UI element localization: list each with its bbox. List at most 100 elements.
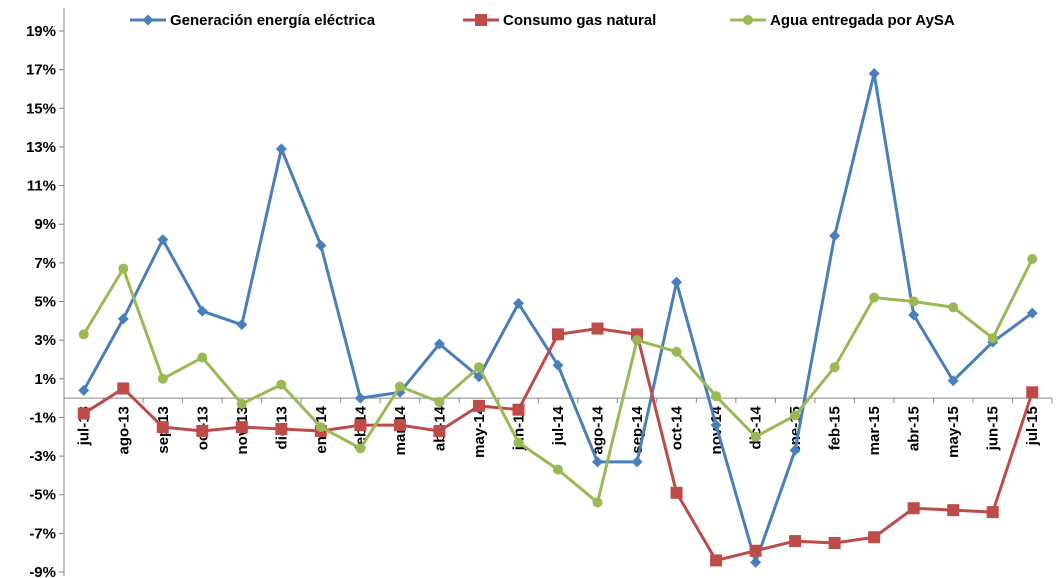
data-point xyxy=(275,143,287,155)
data-point xyxy=(710,554,723,567)
legend: Generación energía eléctrica Consumo gas … xyxy=(130,12,955,29)
data-point xyxy=(907,502,920,515)
y-tick-label: -7% xyxy=(29,525,56,542)
data-point xyxy=(472,399,485,412)
y-tick-label: 7% xyxy=(34,255,56,272)
x-tick-label: jul-15 xyxy=(1024,406,1041,446)
x-tick-label: abr-15 xyxy=(906,406,923,451)
data-point xyxy=(552,328,564,341)
y-tick-label: -3% xyxy=(29,448,56,465)
data-point xyxy=(512,297,524,309)
data-point xyxy=(790,410,801,421)
data-point xyxy=(631,456,643,468)
x-tick-label: ago-13 xyxy=(115,406,132,454)
data-point xyxy=(986,506,999,519)
data-point xyxy=(196,305,208,317)
x-tick-label: oct-14 xyxy=(669,405,686,450)
data-point xyxy=(77,407,90,420)
data-point xyxy=(433,338,445,350)
x-tick-label: jul-14 xyxy=(550,405,567,446)
x-axis: jul-13ago-13sep-13oct-13nov-13dic-13ene-… xyxy=(63,397,1053,458)
data-point xyxy=(1027,253,1038,264)
y-tick-label: 5% xyxy=(34,294,56,311)
data-point xyxy=(868,531,881,544)
data-point xyxy=(908,309,920,321)
data-point xyxy=(947,504,960,517)
legend-label: Consumo gas natural xyxy=(503,12,656,29)
x-tick-label: mar-15 xyxy=(866,406,883,455)
data-point xyxy=(434,396,445,407)
data-point xyxy=(473,362,484,373)
data-point xyxy=(315,239,327,251)
data-point xyxy=(157,234,169,246)
y-tick-label: 13% xyxy=(26,139,56,156)
data-point xyxy=(592,497,603,508)
data-point xyxy=(394,381,405,392)
data-point xyxy=(117,382,130,395)
data-point xyxy=(512,403,525,416)
data-point xyxy=(710,419,722,431)
series-1 xyxy=(78,68,1038,568)
y-tick-label: 15% xyxy=(26,100,56,117)
data-point xyxy=(987,333,998,344)
data-point xyxy=(355,443,366,454)
x-tick-label: feb-15 xyxy=(827,406,844,450)
data-point xyxy=(393,419,406,432)
data-point xyxy=(118,263,129,274)
y-tick-label: 17% xyxy=(26,62,56,79)
data-point xyxy=(632,335,643,346)
data-point xyxy=(591,322,604,335)
y-tick-label: 1% xyxy=(34,371,56,388)
data-point xyxy=(671,276,683,288)
data-point xyxy=(354,392,366,404)
data-point xyxy=(711,391,722,402)
data-point xyxy=(552,359,564,371)
data-point xyxy=(908,296,919,307)
data-point xyxy=(235,421,248,434)
data-point xyxy=(275,423,288,436)
x-tick-label: may-14 xyxy=(471,405,488,457)
y-axis: 19% 17% 15% 13% 11% 9% 7% 5% 3% 1% -1% -3% -5% -7% -9% xyxy=(26,8,65,578)
data-point xyxy=(276,379,287,390)
y-tick-label: 9% xyxy=(34,216,56,233)
data-point xyxy=(433,424,446,437)
y-tick-label: -9% xyxy=(29,564,56,578)
data-point xyxy=(750,556,762,568)
data-point xyxy=(869,292,880,303)
data-point xyxy=(828,537,841,550)
data-point xyxy=(829,362,840,373)
x-tick-label: may-15 xyxy=(945,406,962,458)
x-tick-label: jun-15 xyxy=(985,406,1002,451)
data-point xyxy=(315,422,326,433)
data-point xyxy=(78,329,89,340)
data-point xyxy=(743,15,753,25)
data-point xyxy=(670,486,683,499)
data-point xyxy=(671,346,682,357)
x-tick-label: ago-14 xyxy=(590,405,607,454)
data-point xyxy=(197,352,208,363)
data-point xyxy=(789,444,801,456)
data-point xyxy=(196,424,209,437)
data-point xyxy=(513,437,524,448)
data-point xyxy=(236,319,248,331)
y-tick-label: 19% xyxy=(26,23,56,40)
x-tick-label: dic-14 xyxy=(748,405,765,449)
data-point xyxy=(948,302,959,313)
data-point xyxy=(156,421,169,434)
series-line xyxy=(82,72,1034,564)
data-point xyxy=(117,313,129,325)
legend-label: Agua entregada por AySA xyxy=(770,12,955,29)
data-point xyxy=(592,456,604,468)
series-3 xyxy=(78,253,1038,508)
data-point xyxy=(1026,307,1038,319)
data-point xyxy=(1026,386,1039,399)
data-point xyxy=(475,14,487,26)
y-tick-label: -1% xyxy=(29,409,56,426)
data-point xyxy=(789,535,802,548)
series-2 xyxy=(77,322,1039,567)
data-point xyxy=(354,419,367,432)
data-point xyxy=(157,373,168,384)
data-point xyxy=(947,375,959,387)
y-tick-label: 11% xyxy=(27,178,56,195)
